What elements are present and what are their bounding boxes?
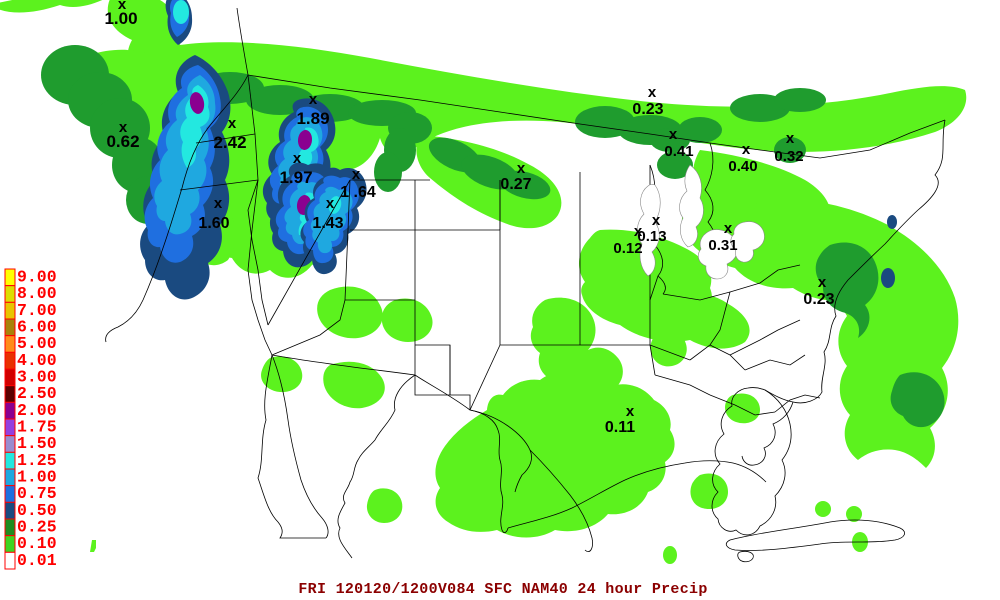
svg-text:x: x (724, 220, 733, 237)
svg-text:0.32: 0.32 (774, 148, 803, 165)
svg-text:x: x (309, 91, 318, 108)
svg-text:0.40: 0.40 (728, 158, 757, 175)
svg-text:x: x (228, 115, 237, 132)
svg-text:1.43: 1.43 (312, 215, 343, 232)
svg-text:1.00: 1.00 (104, 9, 137, 28)
svg-text:1.60: 1.60 (198, 215, 229, 232)
svg-text:x: x (648, 84, 657, 101)
svg-text:x: x (293, 150, 302, 167)
svg-text:x: x (626, 403, 635, 420)
svg-text:x: x (818, 274, 827, 291)
svg-text:0.11: 0.11 (605, 419, 635, 436)
svg-text:2.42: 2.42 (213, 133, 246, 152)
svg-text:0.41: 0.41 (664, 143, 693, 160)
svg-text:x: x (214, 195, 223, 212)
svg-text:0.31: 0.31 (708, 237, 737, 254)
svg-text:FRI 120120/1200V084 SFC NAM40: FRI 120120/1200V084 SFC NAM40 24 hour Pr… (298, 581, 707, 598)
svg-text:x: x (517, 160, 526, 177)
svg-text:x: x (352, 166, 361, 183)
svg-text:1.89: 1.89 (296, 109, 329, 128)
svg-text:x: x (326, 195, 335, 212)
svg-text:x: x (786, 130, 795, 147)
svg-text:0.27: 0.27 (500, 176, 531, 193)
svg-text:1.97: 1.97 (279, 168, 312, 187)
svg-text:x: x (742, 141, 751, 158)
svg-text:x: x (652, 212, 661, 229)
svg-text:0.23: 0.23 (803, 291, 834, 308)
svg-text:0.01: 0.01 (17, 551, 57, 570)
svg-text:0.23: 0.23 (632, 101, 663, 118)
svg-text:1 .64: 1 .64 (340, 184, 376, 201)
svg-text:0.13: 0.13 (637, 228, 666, 245)
svg-text:x: x (669, 126, 678, 143)
svg-text:0.62: 0.62 (106, 132, 139, 151)
